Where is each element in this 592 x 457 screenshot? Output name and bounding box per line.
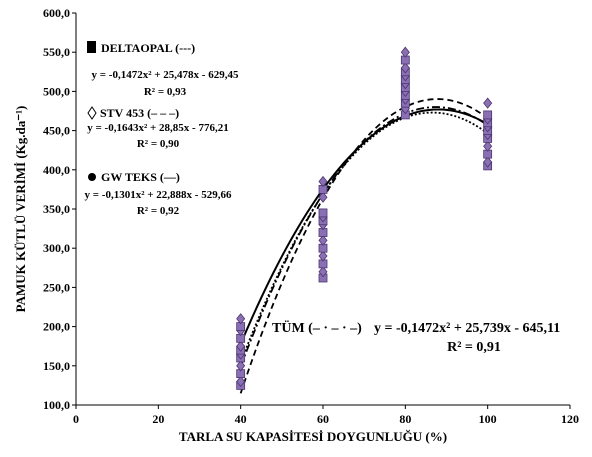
regression-curves [239,98,489,394]
legend-series-name: STV 453 (– – –) [100,106,179,120]
y-axis-title: PAMUK KÜTLÜ VERİMİ (Kg.da⁻¹) [13,106,28,313]
data-point [236,313,246,325]
y-tick-label: 150,0 [43,359,70,373]
x-axis-title: TARLA SU KAPASİTESİ DOYGUNLUĞU (%) [179,429,447,444]
data-point [400,46,410,58]
y-tick-label: 200,0 [43,320,70,334]
regression-curve-4 [239,106,489,367]
data-point [318,234,328,247]
legend-marker-diamond [87,106,97,120]
data-point [236,375,246,388]
legend-marker-square [87,41,96,53]
y-tick-label: 300,0 [43,241,70,255]
data-point [483,97,493,109]
axes: 100,0 150,0 200,0 250,0 300,0 350,0 400,0 450,0… [13,6,579,444]
y-tick-label: 100,0 [43,398,70,412]
overall-r-squared: R² = 0,91 [447,340,501,355]
legend-equation: y = -0,1472x² + 25,478x - 629,45 [92,69,239,81]
x-tick-label: 60 [317,412,329,426]
x-tick-label: 20 [152,412,164,426]
overall-series-name: TÜM (– · – · –) [272,319,362,336]
x-tick-label: 80 [399,412,411,426]
data-point [318,191,328,203]
x-tick-label: 120 [561,412,579,426]
legend-r-squared: R² = 0,93 [144,86,187,98]
legend-series-name: GW TEKS (—) [101,170,180,184]
data-point [483,140,493,152]
legend-equation: y = -0,1643x² + 28,85x - 776,21 [87,122,228,134]
data-points [236,46,493,390]
data-point [318,266,328,278]
data-point [318,250,328,262]
y-tick-label: 600,0 [43,6,70,20]
y-tick-label: 350,0 [43,202,70,216]
data-point [318,208,328,218]
legend-marker-circle [88,173,96,181]
data-point [483,156,493,168]
legend-r-squared: R² = 0,92 [137,205,180,217]
y-tick-label: 450,0 [43,124,70,138]
data-point [236,360,246,372]
data-point [236,340,246,352]
data-point [400,62,410,74]
legend-series-name: DELTAOPAL (---) [101,41,195,55]
data-point [483,110,493,120]
x-tick-label: 100 [479,412,497,426]
y-tick-label: 400,0 [43,163,70,177]
regression-curve-2 [239,98,489,394]
y-tick-label: 250,0 [43,280,70,294]
legend: DELTAOPAL (---) y = -0,1472x² + 25,478x -… [85,41,560,355]
x-tick-label: 40 [235,412,247,426]
data-point [318,175,328,188]
y-tick-label: 500,0 [43,84,70,98]
legend-equation: y = -0,1301x² + 22,888x - 529,66 [85,189,232,201]
overall-equation: y = -0,1472x² + 25,739x - 645,11 [374,321,560,336]
legend-r-squared: R² = 0,90 [137,138,180,150]
y-tick-label: 550,0 [43,45,70,59]
x-tick-label: 0 [73,412,79,426]
